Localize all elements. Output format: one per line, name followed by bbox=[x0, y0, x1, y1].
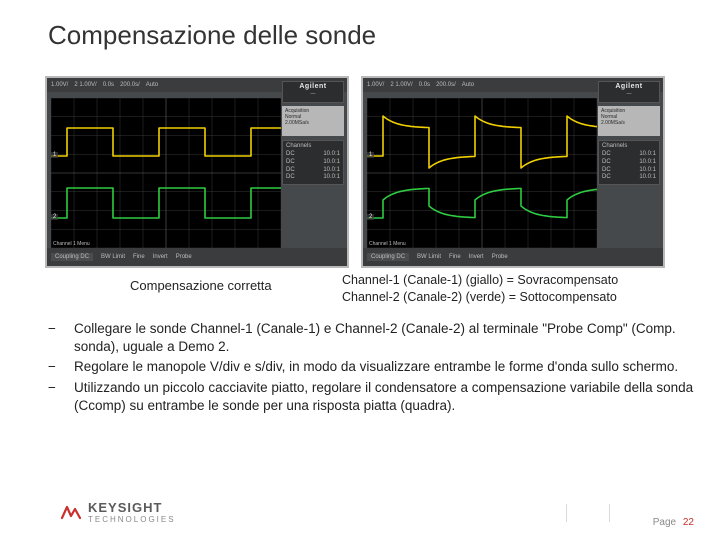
scope-brand-sub: — bbox=[283, 91, 343, 97]
list-item: − Collegare le sonde Channel-1 (Canale-1… bbox=[48, 320, 700, 356]
keysight-mark-icon bbox=[60, 504, 82, 522]
softkey: Invert bbox=[153, 254, 168, 260]
list-item: − Regolare le manopole V/div e s/div, in… bbox=[48, 358, 700, 376]
scope-brand-badge: Agilent — bbox=[282, 81, 344, 103]
scope-brand-sub: — bbox=[599, 91, 659, 97]
top-seg: 0.0s bbox=[419, 82, 430, 88]
scope-softkeys: Coupling DC BW Limit Fine Invert Probe bbox=[363, 248, 663, 266]
softkey: Fine bbox=[449, 254, 461, 260]
channels-header: Channels bbox=[286, 143, 340, 149]
oscilloscope-screenshots: 1.00V/ 2 1.00V/ 0.0s 200.0s/ Auto Agilen… bbox=[45, 76, 665, 268]
ch-row-label: DC bbox=[286, 159, 295, 167]
ch-row-label: DC bbox=[602, 151, 611, 159]
softkey-value: DC bbox=[396, 254, 405, 260]
waveform-display-correct: 1 2 bbox=[51, 98, 281, 248]
scope-brand-badge: Agilent — bbox=[598, 81, 660, 103]
top-seg: 200.0s/ bbox=[436, 82, 456, 88]
scope-status-bar: Channel 1 Menu bbox=[51, 240, 343, 248]
gnd-marker-ch1: 1 bbox=[367, 152, 374, 158]
top-seg: 1.00V/ bbox=[51, 82, 68, 88]
scope-channels-panel: Channels DC 10.0:1 DC 10.0:1 DC 10.0:1 DC 10… bbox=[282, 140, 344, 185]
page-number: Page 22 bbox=[653, 517, 694, 528]
ch-row-val: 10.0:1 bbox=[639, 167, 656, 175]
softkey-label: Coupling bbox=[371, 254, 395, 260]
gnd-marker-ch2: 2 bbox=[51, 214, 58, 220]
waveform-display-miscomp: 1 2 bbox=[367, 98, 597, 248]
scope-softkeys: Coupling DC BW Limit Fine Invert Probe bbox=[47, 248, 347, 266]
softkey: Coupling DC bbox=[51, 253, 93, 261]
caption-correct: Compensazione corretta bbox=[130, 278, 272, 293]
top-seg: 0.0s bbox=[103, 82, 114, 88]
softkey: Probe bbox=[492, 254, 508, 260]
top-seg: Auto bbox=[146, 82, 158, 88]
ch-row-val: 10.0:1 bbox=[639, 159, 656, 167]
softkey: BW Limit bbox=[101, 254, 125, 260]
divider bbox=[566, 504, 567, 522]
bullet-text: Utilizzando un piccolo cacciavite piatto… bbox=[74, 379, 700, 415]
gnd-marker-ch1: 1 bbox=[51, 152, 58, 158]
scope-correct: 1.00V/ 2 1.00V/ 0.0s 200.0s/ Auto Agilen… bbox=[45, 76, 349, 268]
caption-miscomp: Channel-1 (Canale-1) (giallo) = Sovracom… bbox=[342, 272, 618, 306]
softkey: Coupling DC bbox=[367, 253, 409, 261]
ch-row-val: 10.0:1 bbox=[323, 174, 340, 182]
scope-channels-panel: Channels DC 10.0:1 DC 10.0:1 DC 10.0:1 DC 10… bbox=[598, 140, 660, 185]
bullet-dash: − bbox=[48, 379, 74, 415]
scope-acquisition-panel: Acquisition Normal 2.00MSa/s bbox=[598, 106, 660, 136]
list-item: − Utilizzando un piccolo cacciavite piat… bbox=[48, 379, 700, 415]
softkey: Fine bbox=[133, 254, 145, 260]
caption-miscomp-line2: Channel-2 (Canale-2) (verde) = Sottocomp… bbox=[342, 289, 618, 306]
footer-dividers bbox=[566, 504, 610, 522]
ch-row-val: 10.0:1 bbox=[639, 151, 656, 159]
scope-brand-name: Agilent bbox=[283, 83, 343, 90]
acq-rate: 2.00MSa/s bbox=[285, 120, 341, 126]
channels-header: Channels bbox=[602, 143, 656, 149]
status-text: Channel 1 Menu bbox=[53, 241, 90, 247]
ch-row-label: DC bbox=[286, 167, 295, 175]
page-title: Compensazione delle sonde bbox=[48, 20, 376, 51]
page-num-value: 22 bbox=[683, 517, 694, 528]
ch-row-label: DC bbox=[602, 159, 611, 167]
top-seg: 200.0s/ bbox=[120, 82, 140, 88]
ch-row-val: 10.0:1 bbox=[323, 159, 340, 167]
top-seg: Auto bbox=[462, 82, 474, 88]
footer-brand-top: KEYSIGHT bbox=[88, 501, 176, 514]
ch-row-val: 10.0:1 bbox=[639, 174, 656, 182]
top-seg: 1.00V/ bbox=[367, 82, 384, 88]
ch-row-label: DC bbox=[602, 167, 611, 175]
ch-row-label: DC bbox=[602, 174, 611, 182]
footer-brand-bottom: TECHNOLOGIES bbox=[88, 516, 176, 524]
top-seg: 2 1.00V/ bbox=[390, 82, 412, 88]
scope-status-bar: Channel 1 Menu bbox=[367, 240, 659, 248]
scope-miscompensated: 1.00V/ 2 1.00V/ 0.0s 200.0s/ Auto Agilen… bbox=[361, 76, 665, 268]
softkey: BW Limit bbox=[417, 254, 441, 260]
footer-logo: KEYSIGHT TECHNOLOGIES bbox=[60, 501, 176, 524]
bullet-dash: − bbox=[48, 320, 74, 356]
bullet-text: Regolare le manopole V/div e s/div, in m… bbox=[74, 358, 700, 376]
softkey-label: Coupling bbox=[55, 254, 79, 260]
ch-row-label: DC bbox=[286, 174, 295, 182]
softkey-value: DC bbox=[80, 254, 89, 260]
softkey: Probe bbox=[176, 254, 192, 260]
status-text: Channel 1 Menu bbox=[369, 241, 406, 247]
ch-row-label: DC bbox=[286, 151, 295, 159]
page-label: Page bbox=[653, 517, 676, 528]
gnd-marker-ch2: 2 bbox=[367, 214, 374, 220]
scope-brand-name: Agilent bbox=[599, 83, 659, 90]
scope-acquisition-panel: Acquisition Normal 2.00MSa/s bbox=[282, 106, 344, 136]
divider bbox=[609, 504, 610, 522]
top-seg: 2 1.00V/ bbox=[74, 82, 96, 88]
bullet-dash: − bbox=[48, 358, 74, 376]
softkey: Invert bbox=[469, 254, 484, 260]
bullet-text: Collegare le sonde Channel-1 (Canale-1) … bbox=[74, 320, 700, 356]
acq-rate: 2.00MSa/s bbox=[601, 120, 657, 126]
caption-miscomp-line1: Channel-1 (Canale-1) (giallo) = Sovracom… bbox=[342, 272, 618, 289]
ch-row-val: 10.0:1 bbox=[323, 151, 340, 159]
ch-row-val: 10.0:1 bbox=[323, 167, 340, 175]
instructions-list: − Collegare le sonde Channel-1 (Canale-1… bbox=[48, 320, 700, 417]
